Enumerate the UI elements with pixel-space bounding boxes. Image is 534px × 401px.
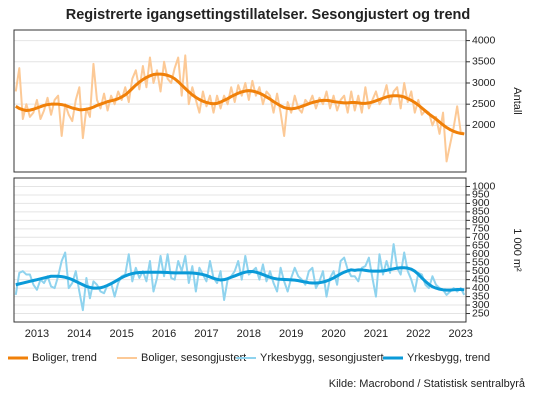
- x-tick-label: 2023: [448, 328, 472, 340]
- x-tick-label: 2022: [406, 328, 430, 340]
- y-tick-label: 400: [472, 282, 490, 294]
- panel-frame: [13, 29, 467, 173]
- x-tick-label: 2017: [194, 328, 218, 340]
- series-line: [14, 72, 465, 136]
- x-tick-label: 2014: [67, 328, 91, 340]
- x-tick-label: 2020: [321, 328, 345, 340]
- legend-label: Boliger, trend: [32, 352, 97, 364]
- panel-frame: [13, 177, 467, 323]
- x-tick-label: 2019: [279, 328, 303, 340]
- x-tick-label: 2018: [237, 328, 261, 340]
- legend-label: Boliger, sesongjustert: [141, 352, 246, 364]
- y-tick-label: 350: [472, 290, 490, 302]
- legend-label: Yrkesbygg, trend: [407, 352, 490, 364]
- y-tick-label: 750: [472, 223, 490, 235]
- y-tick-label: 450: [472, 273, 490, 285]
- y-tick-label: 700: [472, 231, 490, 243]
- y-tick-label: 4000: [472, 34, 496, 46]
- legend-label: Yrkesbygg, sesongjustert: [260, 352, 384, 364]
- source: Kilde: Macrobond / Statistisk sentralbyr…: [329, 378, 526, 390]
- y-axis-label: 1 000 m²: [511, 228, 523, 272]
- y-tick-label: 300: [472, 299, 490, 311]
- y-tick-label: 250: [472, 307, 490, 319]
- y-tick-label: 650: [472, 240, 490, 252]
- x-tick-label: 2013: [25, 328, 49, 340]
- y-tick-label: 3500: [472, 56, 496, 68]
- y-tick-label: 950: [472, 189, 490, 201]
- y-tick-label: 550: [472, 256, 490, 268]
- chart-title: Registrerte igangsettingstillatelser. Se…: [66, 7, 470, 23]
- y-tick-label: 800: [472, 214, 490, 226]
- y-tick-label: 2500: [472, 98, 496, 110]
- y-axis-label: Antall: [511, 87, 523, 115]
- y-tick-label: 850: [472, 206, 490, 218]
- y-tick-label: 2000: [472, 119, 496, 131]
- y-tick-label: 3000: [472, 77, 496, 89]
- y-tick-label: 1000: [472, 180, 496, 192]
- x-tick-label: 2016: [152, 328, 176, 340]
- y-tick-label: 600: [472, 248, 490, 260]
- series-line: [15, 266, 465, 292]
- x-tick-label: 2015: [109, 328, 133, 340]
- y-tick-label: 500: [472, 265, 490, 277]
- y-tick-label: 900: [472, 197, 490, 209]
- x-tick-label: 2021: [364, 328, 388, 340]
